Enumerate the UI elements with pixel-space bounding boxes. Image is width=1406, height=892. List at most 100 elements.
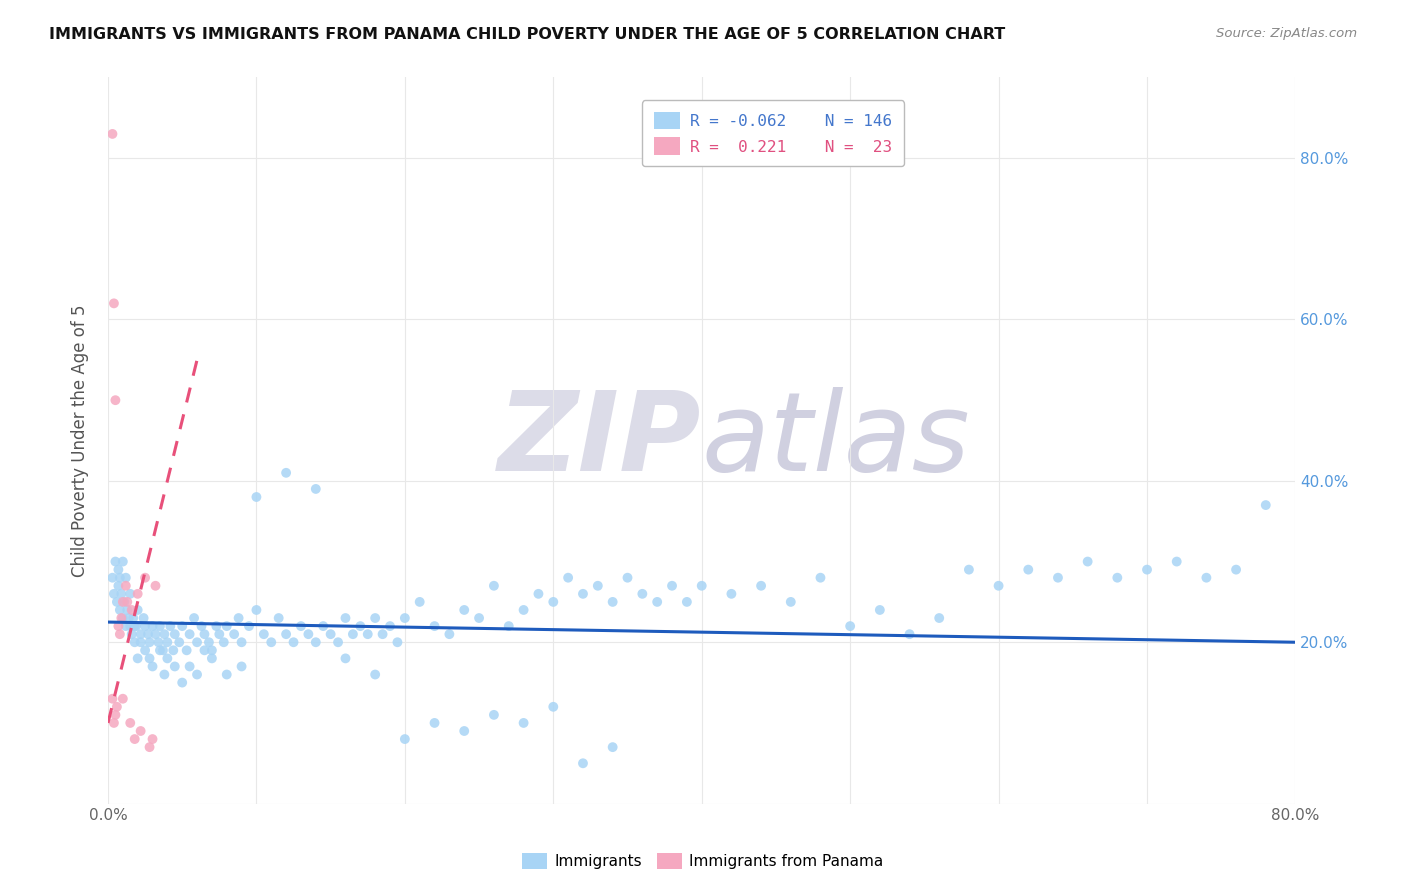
Point [364,667,387,681]
Point [364,611,387,625]
Point [114,619,136,633]
Point [238,619,260,633]
Point [153,627,176,641]
Point [101,127,124,141]
Point [690,579,713,593]
Point [134,619,156,633]
Point [149,619,172,633]
Point [468,611,491,625]
Point [129,635,152,649]
Point [224,627,246,641]
Point [312,619,335,633]
Point [1136,563,1159,577]
Point [103,587,125,601]
Point [107,563,129,577]
Point [134,643,156,657]
Point [172,619,194,633]
Point [162,643,184,657]
Point [186,635,208,649]
Point [453,724,475,739]
Point [120,715,142,730]
Point [105,699,128,714]
Point [253,627,276,641]
Point [987,579,1010,593]
Point [111,595,134,609]
Point [512,603,534,617]
Y-axis label: Child Poverty Under the Age of 5: Child Poverty Under the Age of 5 [72,304,89,577]
Point [779,595,801,609]
Point [720,587,742,601]
Point [810,571,832,585]
Point [156,635,179,649]
Legend: Immigrants, Immigrants from Panama: Immigrants, Immigrants from Panama [516,847,890,875]
Point [198,635,221,649]
Point [120,587,142,601]
Point [122,611,145,625]
Point [118,611,141,625]
Point [141,732,163,747]
Point [572,756,595,771]
Point [1107,571,1129,585]
Point [124,732,146,747]
Point [482,707,505,722]
Point [190,619,212,633]
Point [110,587,132,601]
Point [512,715,534,730]
Point [378,619,401,633]
Point [104,393,127,408]
Point [103,715,125,730]
Point [1017,563,1039,577]
Point [129,627,152,641]
Point [482,579,505,593]
Point [439,627,461,641]
Point [125,619,148,633]
Point [112,595,135,609]
Point [110,611,132,625]
Point [114,571,136,585]
Point [423,619,446,633]
Point [342,627,364,641]
Point [349,619,371,633]
Point [290,619,312,633]
Point [394,611,416,625]
Point [645,595,668,609]
Point [869,603,891,617]
Point [138,635,160,649]
Point [260,635,283,649]
Point [141,619,163,633]
Point [543,699,565,714]
Point [319,627,342,641]
Point [172,675,194,690]
Point [205,619,228,633]
Point [105,595,128,609]
Point [124,635,146,649]
Point [121,627,143,641]
Point [124,619,146,633]
Point [631,587,654,601]
Point [274,627,297,641]
Point [201,643,224,657]
Point [661,579,683,593]
Point [1254,498,1277,512]
Point [394,732,416,747]
Point [163,659,186,673]
Point [305,635,328,649]
Point [193,627,215,641]
Point [167,635,190,649]
Point [145,579,167,593]
Point [326,635,349,649]
Point [602,595,624,609]
Point [297,627,319,641]
Point [527,587,550,601]
Point [111,611,134,625]
Point [1046,571,1069,585]
Point [557,571,579,585]
Point [148,635,170,649]
Point [357,627,380,641]
Text: ZIP: ZIP [498,387,702,494]
Point [498,619,520,633]
Point [108,571,131,585]
Point [129,724,152,739]
Point [152,643,174,657]
Point [159,619,181,633]
